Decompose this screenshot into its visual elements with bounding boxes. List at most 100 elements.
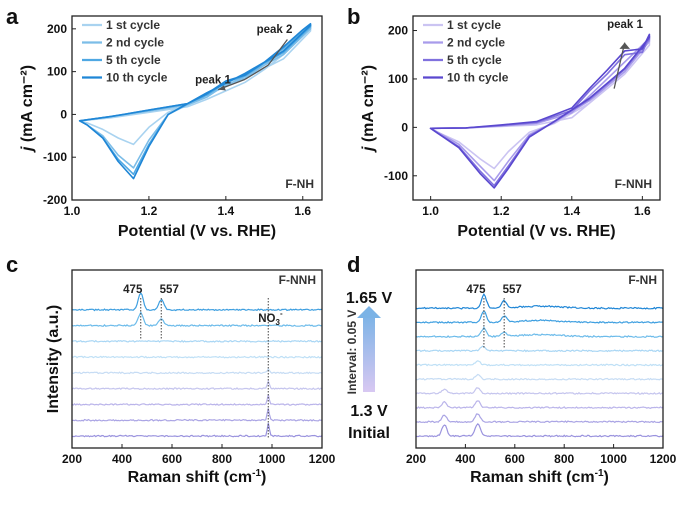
x-tick-label: 1.2 — [493, 204, 510, 218]
raman-spectrum — [415, 423, 664, 438]
raman-spectrum — [415, 345, 664, 353]
annotation-arrow — [267, 39, 288, 66]
scale-interval-label: Interval: 0.05 V — [345, 310, 359, 395]
plot-frame — [412, 15, 661, 201]
raman-spectrum — [71, 394, 323, 406]
y-tick-label: 100 — [47, 65, 67, 79]
raman-spectrum — [72, 355, 323, 359]
y-axis-label: j (mA cm⁻²) — [360, 65, 377, 153]
x-tick-label: 1.4 — [218, 204, 235, 218]
legend-label: 2 nd cycle — [106, 36, 164, 50]
sample-tag: F-NH — [628, 273, 657, 287]
annotation-peak-2: peak 2 — [257, 24, 293, 36]
panel-letter: a — [6, 4, 19, 29]
arrow-head — [619, 42, 631, 49]
peak-label: 557 — [160, 284, 179, 296]
legend-label: 1 st cycle — [447, 18, 501, 32]
y-tick-label: 200 — [388, 24, 408, 38]
raman-spectrum — [415, 293, 664, 310]
raman-spectrum — [415, 400, 664, 410]
panel-d: d 475 557 F-NH 200 400 600 800 1000 1200 Raman shi… — [347, 252, 677, 486]
raman-spectrum — [415, 413, 664, 424]
y-axis-label: j (mA cm⁻²) — [19, 65, 36, 153]
cv-curve — [78, 22, 312, 180]
x-tick-label: 600 — [162, 452, 182, 466]
panel-a: a 1.0 1.2 1.4 1.6 -200 -100 0 100 200 Potential (V… — [6, 4, 323, 240]
raman-spectrum — [415, 387, 664, 395]
legend-label: 10 th cycle — [447, 71, 509, 85]
scale-bar-shaft — [363, 314, 375, 392]
x-tick-label: 200 — [62, 452, 82, 466]
x-tick-label: 1000 — [259, 452, 286, 466]
legend-label: 2 nd cycle — [447, 36, 505, 50]
peak-label: 475 — [123, 284, 143, 296]
cv-curve — [429, 33, 651, 189]
raman-spectrum — [416, 310, 663, 324]
cv-curve — [429, 39, 651, 170]
x-tick-label: 1.4 — [563, 204, 580, 218]
y-tick-label: 0 — [401, 120, 408, 134]
raman-spectrum — [415, 373, 664, 381]
legend-label: 10 th cycle — [106, 71, 168, 85]
x-tick-label: 200 — [406, 452, 426, 466]
plot-frame — [71, 15, 323, 201]
x-tick-label: 400 — [455, 452, 475, 466]
peak-label: NO3- — [258, 309, 283, 327]
y-axis-label: Intensity (a.u.) — [45, 305, 62, 413]
x-axis-label: Potential (V vs. RHE) — [457, 223, 615, 240]
x-tick-label: 1200 — [650, 452, 677, 466]
raman-spectrum — [71, 292, 323, 312]
x-tick-label: 1.0 — [64, 204, 81, 218]
scale-bottom-label: 1.3 V — [350, 403, 388, 420]
y-tick-label: -200 — [43, 193, 67, 207]
x-tick-label: 1200 — [309, 452, 336, 466]
panel-letter: b — [347, 4, 360, 29]
x-tick-label: 800 — [554, 452, 574, 466]
raman-spectrum — [71, 422, 323, 438]
raman-spectrum — [71, 339, 323, 343]
annotation-arrow — [244, 64, 269, 80]
annotation-peak-1: peak 1 — [195, 75, 231, 87]
sample-tag: F-NH — [285, 177, 314, 191]
panel-letter: d — [347, 252, 360, 277]
potential-scale-bar: 1.65 V Interval: 0.05 V 1.3 V Initial — [345, 290, 392, 442]
x-tick-label: 1.0 — [422, 204, 439, 218]
panel-c: c 475 557 NO3- F-NNH 200 400 600 800 1000 1200 Rama… — [6, 252, 336, 486]
annotation-arrow — [613, 42, 626, 89]
scale-top-label: 1.65 V — [346, 290, 393, 307]
peak-label: 557 — [503, 284, 522, 296]
x-tick-label: 1.2 — [141, 204, 158, 218]
plot-frame — [71, 269, 323, 449]
legend-label: 5 th cycle — [447, 53, 502, 67]
x-axis-label: Raman shift (cm-1) — [128, 468, 267, 486]
x-tick-label: 800 — [212, 452, 232, 466]
x-tick-label: 400 — [112, 452, 132, 466]
annotation-peak-1: peak 1 — [607, 19, 643, 31]
arrow-head — [218, 85, 226, 91]
scale-bar-arrowhead — [357, 306, 381, 318]
sample-tag: F-NNH — [279, 273, 316, 287]
x-tick-label: 1000 — [600, 452, 627, 466]
sample-tag: F-NNH — [615, 177, 652, 191]
raman-spectrum — [71, 408, 323, 422]
y-tick-label: 0 — [60, 107, 67, 121]
raman-spectrum — [416, 360, 664, 367]
x-tick-label: 1.6 — [294, 204, 311, 218]
legend-label: 1 st cycle — [106, 18, 160, 32]
y-tick-label: -100 — [43, 150, 67, 164]
peak-label: 475 — [466, 284, 486, 296]
legend-label: 5 th cycle — [106, 53, 161, 67]
raman-spectrum — [71, 310, 323, 328]
raman-spectrum — [71, 379, 323, 391]
y-tick-label: 100 — [388, 72, 408, 86]
panel-letter: c — [6, 252, 18, 277]
y-tick-label: -100 — [384, 169, 408, 183]
x-axis-label: Raman shift (cm-1) — [470, 468, 609, 486]
x-axis-label: Potential (V vs. RHE) — [118, 223, 276, 240]
plot-frame — [415, 269, 664, 449]
x-tick-label: 1.6 — [634, 204, 651, 218]
raman-spectrum — [415, 326, 664, 338]
raman-spectrum — [71, 367, 323, 375]
cv-curve — [429, 37, 651, 182]
